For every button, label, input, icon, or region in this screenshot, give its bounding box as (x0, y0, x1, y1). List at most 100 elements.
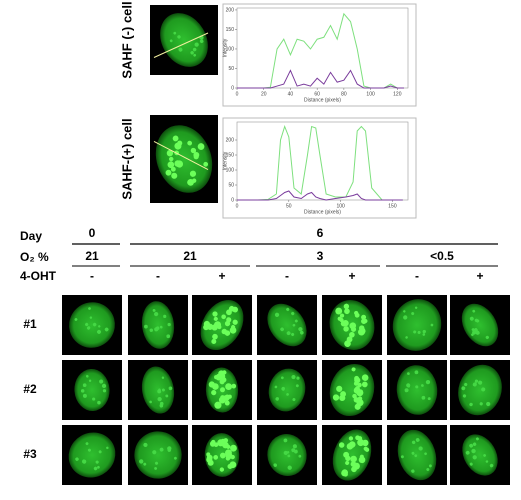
foci (421, 384, 424, 387)
treatment: - (90, 269, 94, 283)
foci (357, 382, 362, 388)
x-axis-label: Distance (pixels) (304, 97, 341, 103)
foci (224, 449, 232, 457)
foci (159, 447, 164, 452)
foci (101, 383, 107, 389)
foci (149, 400, 152, 404)
foci (486, 401, 491, 407)
foci (411, 312, 415, 316)
foci (197, 143, 205, 150)
foci (203, 161, 209, 167)
foci (417, 330, 421, 334)
treatment: + (218, 269, 225, 283)
foci (98, 325, 101, 328)
micrograph (62, 360, 122, 420)
y-tick-label: 50 (228, 182, 234, 188)
profile-line (153, 140, 209, 171)
foci (211, 390, 217, 396)
foci (97, 465, 100, 469)
foci (88, 379, 92, 382)
foci (213, 316, 218, 321)
foci (168, 156, 174, 162)
foci (363, 446, 368, 451)
foci (226, 309, 232, 316)
micrograph (128, 425, 188, 485)
foci (292, 398, 296, 402)
foci (139, 459, 144, 464)
foci (286, 331, 291, 336)
x-tick-label: 120 (393, 91, 402, 97)
foci (479, 402, 483, 406)
foci (221, 314, 226, 320)
row-header: O₂ % (20, 250, 49, 264)
foci (292, 323, 296, 327)
foci (143, 462, 147, 466)
day-value: 6 (317, 226, 324, 240)
foci (418, 446, 423, 451)
foci (80, 389, 85, 393)
foci (222, 395, 229, 401)
foci (471, 448, 476, 454)
micrograph (322, 295, 382, 355)
foci (167, 448, 171, 452)
foci (92, 322, 97, 327)
foci (357, 396, 363, 401)
micrograph (387, 360, 447, 420)
foci (221, 328, 228, 335)
foci (425, 379, 431, 385)
y-axis-label: Intensity (222, 151, 228, 170)
micrograph (62, 425, 122, 485)
x-tick-label: 150 (388, 203, 397, 209)
foci (159, 325, 163, 329)
micrograph (257, 425, 317, 485)
foci (296, 376, 300, 380)
foci (231, 325, 236, 330)
micrograph (192, 360, 252, 420)
foci (75, 457, 79, 461)
foci (225, 383, 233, 391)
foci (161, 376, 165, 379)
foci (344, 340, 351, 347)
foci (291, 311, 295, 316)
foci (230, 328, 236, 333)
x-tick-label: 60 (314, 91, 320, 97)
foci (403, 315, 408, 320)
foci (104, 327, 109, 332)
nucleus (268, 368, 306, 412)
foci (217, 324, 222, 330)
foci (212, 383, 219, 390)
micrograph (387, 295, 447, 355)
x-tick-label: 100 (366, 91, 375, 97)
foci (411, 440, 416, 445)
x-tick-label: 20 (261, 91, 267, 97)
o2-value: <0.5 (430, 249, 454, 263)
foci (194, 42, 199, 47)
foci (359, 454, 364, 459)
foci (102, 389, 107, 393)
foci (172, 135, 179, 142)
foci (464, 382, 468, 387)
foci (337, 316, 342, 321)
foci (283, 438, 288, 443)
foci (170, 166, 176, 172)
foci (144, 324, 148, 329)
foci (298, 454, 302, 458)
foci (343, 451, 350, 458)
micrograph (192, 295, 252, 355)
foci (481, 387, 486, 392)
foci (169, 39, 173, 43)
treatment: - (415, 269, 419, 283)
treatment: + (476, 269, 483, 283)
foci (286, 393, 289, 396)
micrograph (150, 115, 218, 203)
treatment: - (285, 269, 289, 283)
foci (422, 329, 426, 334)
foci (99, 379, 104, 384)
foci (155, 326, 160, 330)
foci (292, 444, 297, 449)
foci (167, 161, 175, 169)
foci (349, 322, 357, 330)
foci (413, 330, 417, 334)
foci (89, 316, 93, 319)
foci (414, 306, 418, 309)
